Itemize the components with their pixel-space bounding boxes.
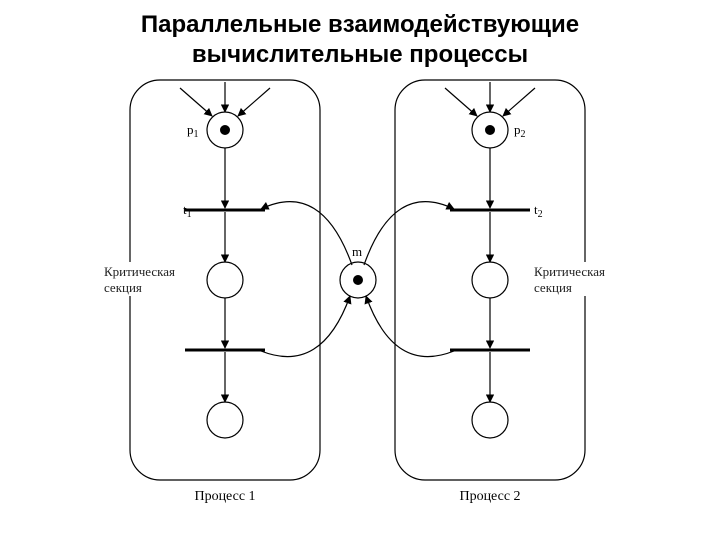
title-line1: Параллельные взаимодействующие bbox=[141, 11, 579, 38]
arc-m-t1 bbox=[261, 202, 352, 265]
label-crit2a: Критическая bbox=[534, 264, 605, 279]
title-line2: вычислительные процессы bbox=[192, 41, 528, 68]
petri-net-diagram: p1p2t1t2mКритическаясекцияКритическаясек… bbox=[60, 70, 660, 520]
place-b1 bbox=[207, 402, 243, 438]
place-m-token bbox=[353, 275, 363, 285]
label-crit2b: секция bbox=[534, 280, 572, 295]
label-t1: t1 bbox=[183, 202, 192, 220]
transition-t4 bbox=[450, 349, 530, 352]
label-crit1b: секция bbox=[104, 280, 142, 295]
ext-in-0 bbox=[180, 88, 212, 116]
ext-in-2 bbox=[238, 88, 270, 116]
place-cs1 bbox=[207, 262, 243, 298]
label-t2: t2 bbox=[534, 202, 543, 220]
place-cs2 bbox=[472, 262, 508, 298]
label-p2: p2 bbox=[514, 122, 526, 140]
label-proc1: Процесс 1 bbox=[194, 489, 255, 504]
label-crit1a: Критическая bbox=[104, 264, 175, 279]
arc-m-t2 bbox=[364, 202, 454, 265]
transition-t3 bbox=[185, 349, 265, 352]
place-p2-token bbox=[485, 125, 495, 135]
place-p1-token bbox=[220, 125, 230, 135]
label-p1: p1 bbox=[187, 122, 199, 140]
ext-in-5 bbox=[503, 88, 535, 116]
place-b2 bbox=[472, 402, 508, 438]
transition-t2 bbox=[450, 209, 530, 212]
arc-t4-m bbox=[366, 296, 454, 357]
arc-t3-m bbox=[261, 296, 350, 357]
ext-in-3 bbox=[445, 88, 477, 116]
transition-t1 bbox=[185, 209, 265, 212]
label-m: m bbox=[352, 244, 362, 259]
label-proc2: Процесс 2 bbox=[459, 489, 520, 504]
